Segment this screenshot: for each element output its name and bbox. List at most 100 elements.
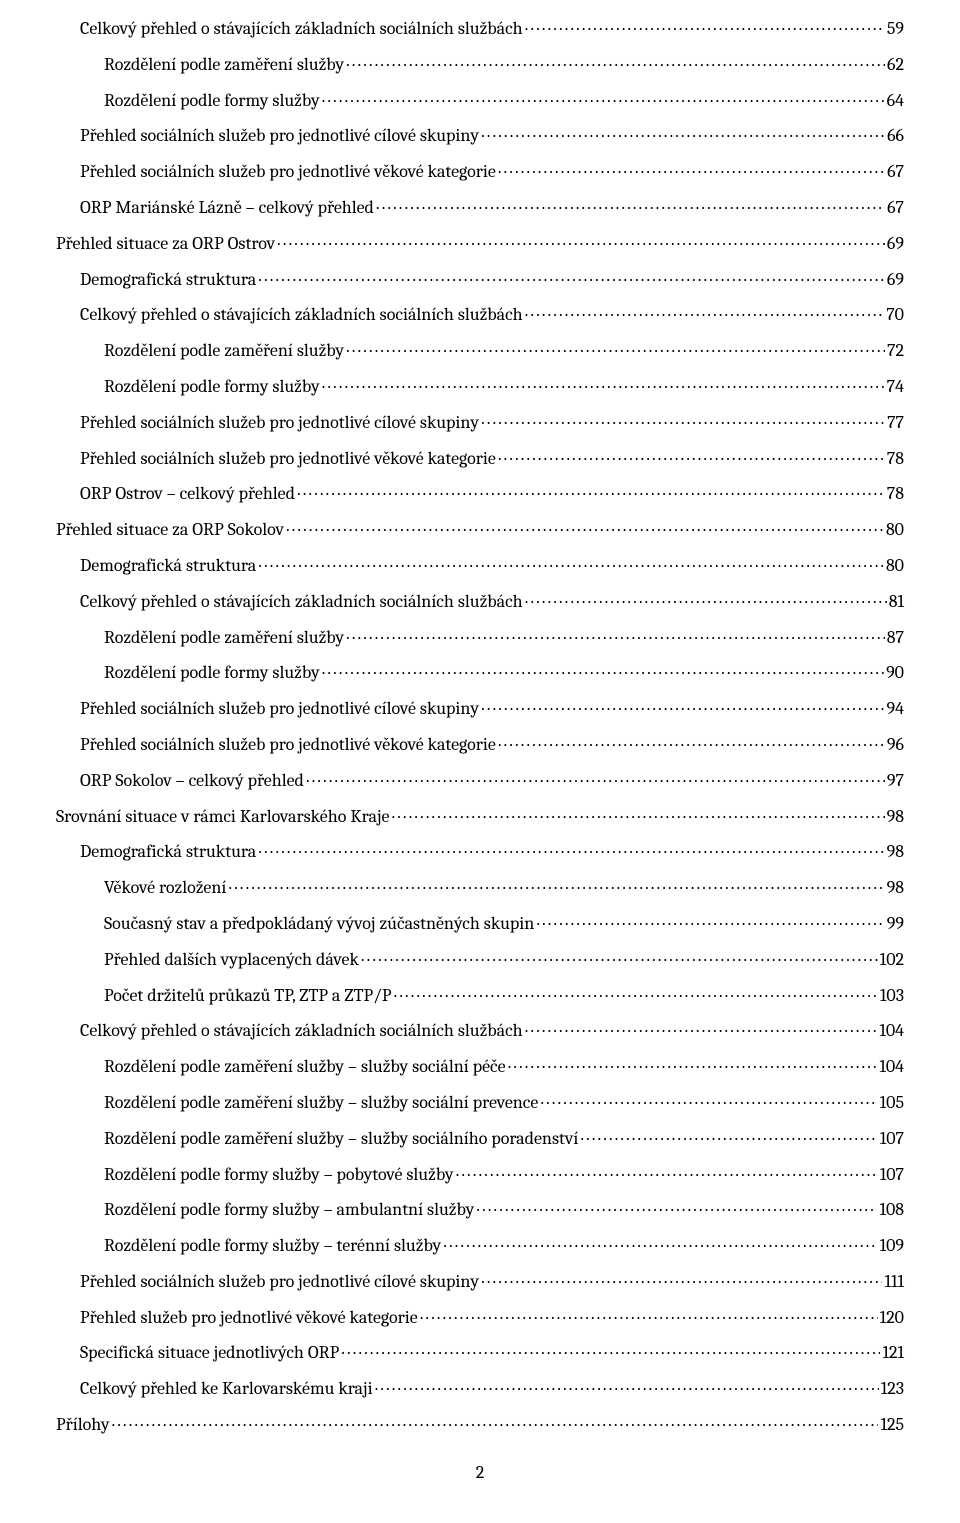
toc-entry-label: Věkové rozložení (104, 879, 226, 897)
toc-entry-page: 67 (887, 199, 904, 217)
toc-entry: Rozdělení podle formy služby – pobytové … (56, 1162, 904, 1184)
toc-leader (322, 374, 885, 392)
toc-entry-label: Demografická struktura (80, 843, 256, 861)
toc-entry-page: 81 (889, 593, 904, 611)
toc-leader (346, 625, 885, 643)
toc-leader (322, 660, 884, 678)
toc-entry: Přehled služeb pro jednotlivé věkové kat… (56, 1305, 904, 1327)
toc-leader (481, 410, 885, 428)
toc-entry: Demografická struktura 80 (56, 553, 904, 575)
toc-entry: Demografická struktura 98 (56, 839, 904, 861)
toc-entry: Rozdělení podle zaměření služby72 (56, 338, 904, 360)
toc-entry-page: 77 (887, 414, 904, 432)
toc-entry-page: 99 (887, 915, 904, 933)
toc-entry: Rozdělení podle zaměření služby – služby… (56, 1090, 904, 1112)
toc-entry-page: 104 (879, 1022, 904, 1040)
toc-entry-page: 102 (880, 951, 904, 969)
toc-entry-page: 123 (881, 1380, 904, 1398)
toc-entry-label: Přehled sociálních služeb pro jednotlivé… (80, 736, 496, 754)
toc-entry-label: Rozdělení podle zaměření služby – služby… (104, 1094, 538, 1112)
toc-entry-page: 69 (887, 271, 904, 289)
toc-leader (508, 1054, 878, 1072)
toc-entry-page: 80 (886, 521, 904, 539)
toc-entry-page: 94 (887, 700, 904, 718)
toc-entry-page: 103 (880, 987, 904, 1005)
toc-entry-page: 107 (880, 1166, 904, 1184)
toc-leader (525, 589, 887, 607)
toc-entry-page: 98 (887, 843, 904, 861)
toc-entry-label: Rozdělení podle formy služby (104, 664, 320, 682)
toc-entry-label: Rozdělení podle formy služby (104, 378, 320, 396)
toc-entry-label: Přehled sociálních služeb pro jednotlivé… (80, 450, 496, 468)
toc-entry: Přehled sociálních služeb pro jednotlivé… (56, 732, 904, 754)
toc-entry-page: 78 (887, 450, 904, 468)
toc-entry-page: 80 (886, 557, 904, 575)
toc-leader (258, 267, 885, 285)
toc-leader (456, 1162, 878, 1180)
toc-leader (286, 517, 884, 535)
toc-entry-label: Přehled sociálních služeb pro jednotlivé… (80, 414, 479, 432)
toc-entry-page: 70 (886, 306, 904, 324)
toc-leader (481, 1269, 882, 1287)
toc-entry: Rozdělení podle formy služby64 (56, 88, 904, 110)
toc-leader (297, 481, 885, 499)
toc-leader (525, 16, 885, 34)
toc-entry-label: Srovnání situace v rámci Karlovarského K… (56, 808, 389, 826)
toc-entry: Rozdělení podle zaměření služby62 (56, 52, 904, 74)
toc-leader (481, 123, 885, 141)
toc-entry-page: 72 (887, 342, 904, 360)
toc-entry-page: 125 (880, 1416, 904, 1434)
toc-leader (346, 338, 885, 356)
toc-entry-label: Současný stav a předpokládaný vývoj zúča… (104, 915, 534, 933)
toc-entry-page: 109 (880, 1237, 904, 1255)
toc-leader (228, 875, 884, 893)
toc-entry-page: 98 (887, 879, 904, 897)
toc-entry-label: Rozdělení podle formy služby – pobytové … (104, 1166, 454, 1184)
toc-entry: Rozdělení podle formy služby90 (56, 660, 904, 682)
toc-entry: Specifická situace jednotlivých ORP 121 (56, 1340, 904, 1362)
toc-entry-label: Přehled situace za ORP Ostrov (56, 235, 275, 253)
toc-entry-page: 121 (882, 1344, 904, 1362)
toc-entry-page: 78 (887, 485, 904, 503)
toc-leader (498, 732, 885, 750)
toc-entry-label: Rozdělení podle formy služby – ambulantn… (104, 1201, 474, 1219)
toc-leader (277, 231, 885, 249)
toc-entry-page: 62 (887, 56, 904, 74)
toc-leader (525, 1018, 878, 1036)
toc-leader (322, 88, 885, 106)
toc-entry: Demografická struktura69 (56, 267, 904, 289)
toc-entry: Přehled sociálních služeb pro jednotlivé… (56, 159, 904, 181)
toc-entry: Přílohy 125 (56, 1412, 904, 1434)
toc-entry: Přehled sociálních služeb pro jednotlivé… (56, 1269, 904, 1291)
table-of-contents: Celkový přehled o stávajících základních… (56, 16, 904, 1434)
toc-entry: Přehled sociálních služeb pro jednotlivé… (56, 446, 904, 468)
toc-entry-label: ORP Sokolov – celkový přehled (80, 772, 304, 790)
toc-entry-label: Přehled sociálních služeb pro jednotlivé… (80, 163, 496, 181)
toc-leader (525, 302, 885, 320)
toc-entry-label: Celkový přehled o stávajících základních… (80, 593, 523, 611)
toc-entry: Celkový přehled o stávajících základních… (56, 589, 904, 611)
toc-entry-page: 67 (887, 163, 904, 181)
toc-entry-label: Rozdělení podle formy služby (104, 92, 320, 110)
toc-entry-label: Celkový přehled o stávajících základních… (80, 20, 523, 38)
toc-entry-page: 105 (880, 1094, 904, 1112)
toc-entry: Rozdělení podle zaměření služby87 (56, 625, 904, 647)
toc-entry: Věkové rozložení 98 (56, 875, 904, 897)
toc-entry: ORP Sokolov – celkový přehled 97 (56, 768, 904, 790)
toc-entry-label: Celkový přehled o stávajících základních… (80, 1022, 523, 1040)
toc-entry: Přehled sociálních služeb pro jednotlivé… (56, 696, 904, 718)
toc-leader (391, 804, 884, 822)
toc-entry-page: 74 (887, 378, 904, 396)
toc-entry-label: Specifická situace jednotlivých ORP (80, 1344, 339, 1362)
toc-entry-label: Celkový přehled ke Karlovarskému kraji (80, 1380, 373, 1398)
toc-entry-label: Přílohy (56, 1416, 110, 1434)
toc-leader (112, 1412, 879, 1430)
toc-entry-page: 107 (880, 1130, 904, 1148)
toc-entry-page: 97 (887, 772, 904, 790)
toc-entry-label: ORP Mariánské Lázně – celkový přehled (80, 199, 374, 217)
toc-entry-label: Rozdělení podle formy služby – terénní s… (104, 1237, 441, 1255)
toc-leader (306, 768, 885, 786)
toc-entry-label: Rozdělení podle zaměření služby – služby… (104, 1130, 578, 1148)
toc-entry-page: 66 (887, 127, 904, 145)
toc-entry-label: Demografická struktura (80, 557, 256, 575)
